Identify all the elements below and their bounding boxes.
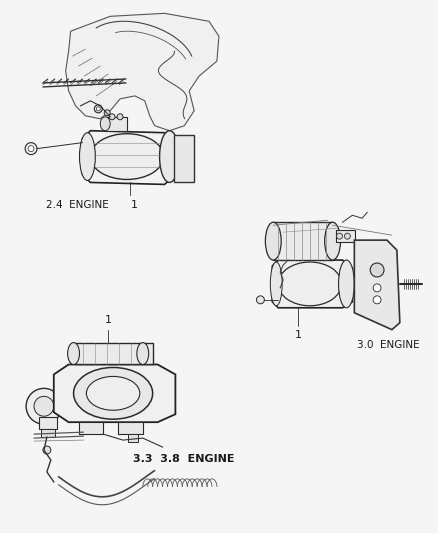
Polygon shape <box>54 365 175 422</box>
Ellipse shape <box>278 262 342 306</box>
Ellipse shape <box>339 260 354 308</box>
Bar <box>118 422 143 434</box>
Polygon shape <box>82 131 177 184</box>
Ellipse shape <box>67 343 79 365</box>
Polygon shape <box>174 135 194 182</box>
Ellipse shape <box>79 133 95 181</box>
Circle shape <box>257 296 265 304</box>
Text: 2.4  ENGINE: 2.4 ENGINE <box>46 200 109 211</box>
Circle shape <box>96 107 100 111</box>
Polygon shape <box>272 260 353 308</box>
Bar <box>41 429 55 437</box>
Text: 3.3  3.8  ENGINE: 3.3 3.8 ENGINE <box>133 454 234 464</box>
Ellipse shape <box>100 117 110 131</box>
Bar <box>105 117 127 131</box>
Ellipse shape <box>270 262 282 306</box>
Ellipse shape <box>90 134 163 180</box>
Text: 1: 1 <box>105 314 112 325</box>
Circle shape <box>34 397 54 416</box>
Ellipse shape <box>86 376 140 410</box>
Circle shape <box>117 114 123 120</box>
Circle shape <box>104 110 110 116</box>
Bar <box>273 222 332 260</box>
Ellipse shape <box>159 131 179 182</box>
Bar <box>128 434 138 442</box>
Ellipse shape <box>265 222 281 260</box>
Ellipse shape <box>137 343 149 365</box>
Circle shape <box>28 146 34 151</box>
Bar <box>78 422 103 434</box>
Circle shape <box>109 114 115 120</box>
Circle shape <box>370 263 384 277</box>
Bar <box>74 343 153 365</box>
Bar <box>39 417 57 429</box>
Bar <box>336 230 355 242</box>
Text: 3.0  ENGINE: 3.0 ENGINE <box>357 340 420 350</box>
Circle shape <box>94 105 102 113</box>
Circle shape <box>25 143 37 155</box>
Circle shape <box>373 284 381 292</box>
Circle shape <box>344 233 350 239</box>
Circle shape <box>373 296 381 304</box>
Ellipse shape <box>325 222 340 260</box>
Circle shape <box>26 389 62 424</box>
Circle shape <box>43 446 51 454</box>
Polygon shape <box>354 240 400 330</box>
Circle shape <box>336 233 343 239</box>
Text: 1: 1 <box>131 200 138 211</box>
Polygon shape <box>66 13 219 131</box>
Ellipse shape <box>74 367 153 419</box>
Text: 1: 1 <box>294 330 301 340</box>
